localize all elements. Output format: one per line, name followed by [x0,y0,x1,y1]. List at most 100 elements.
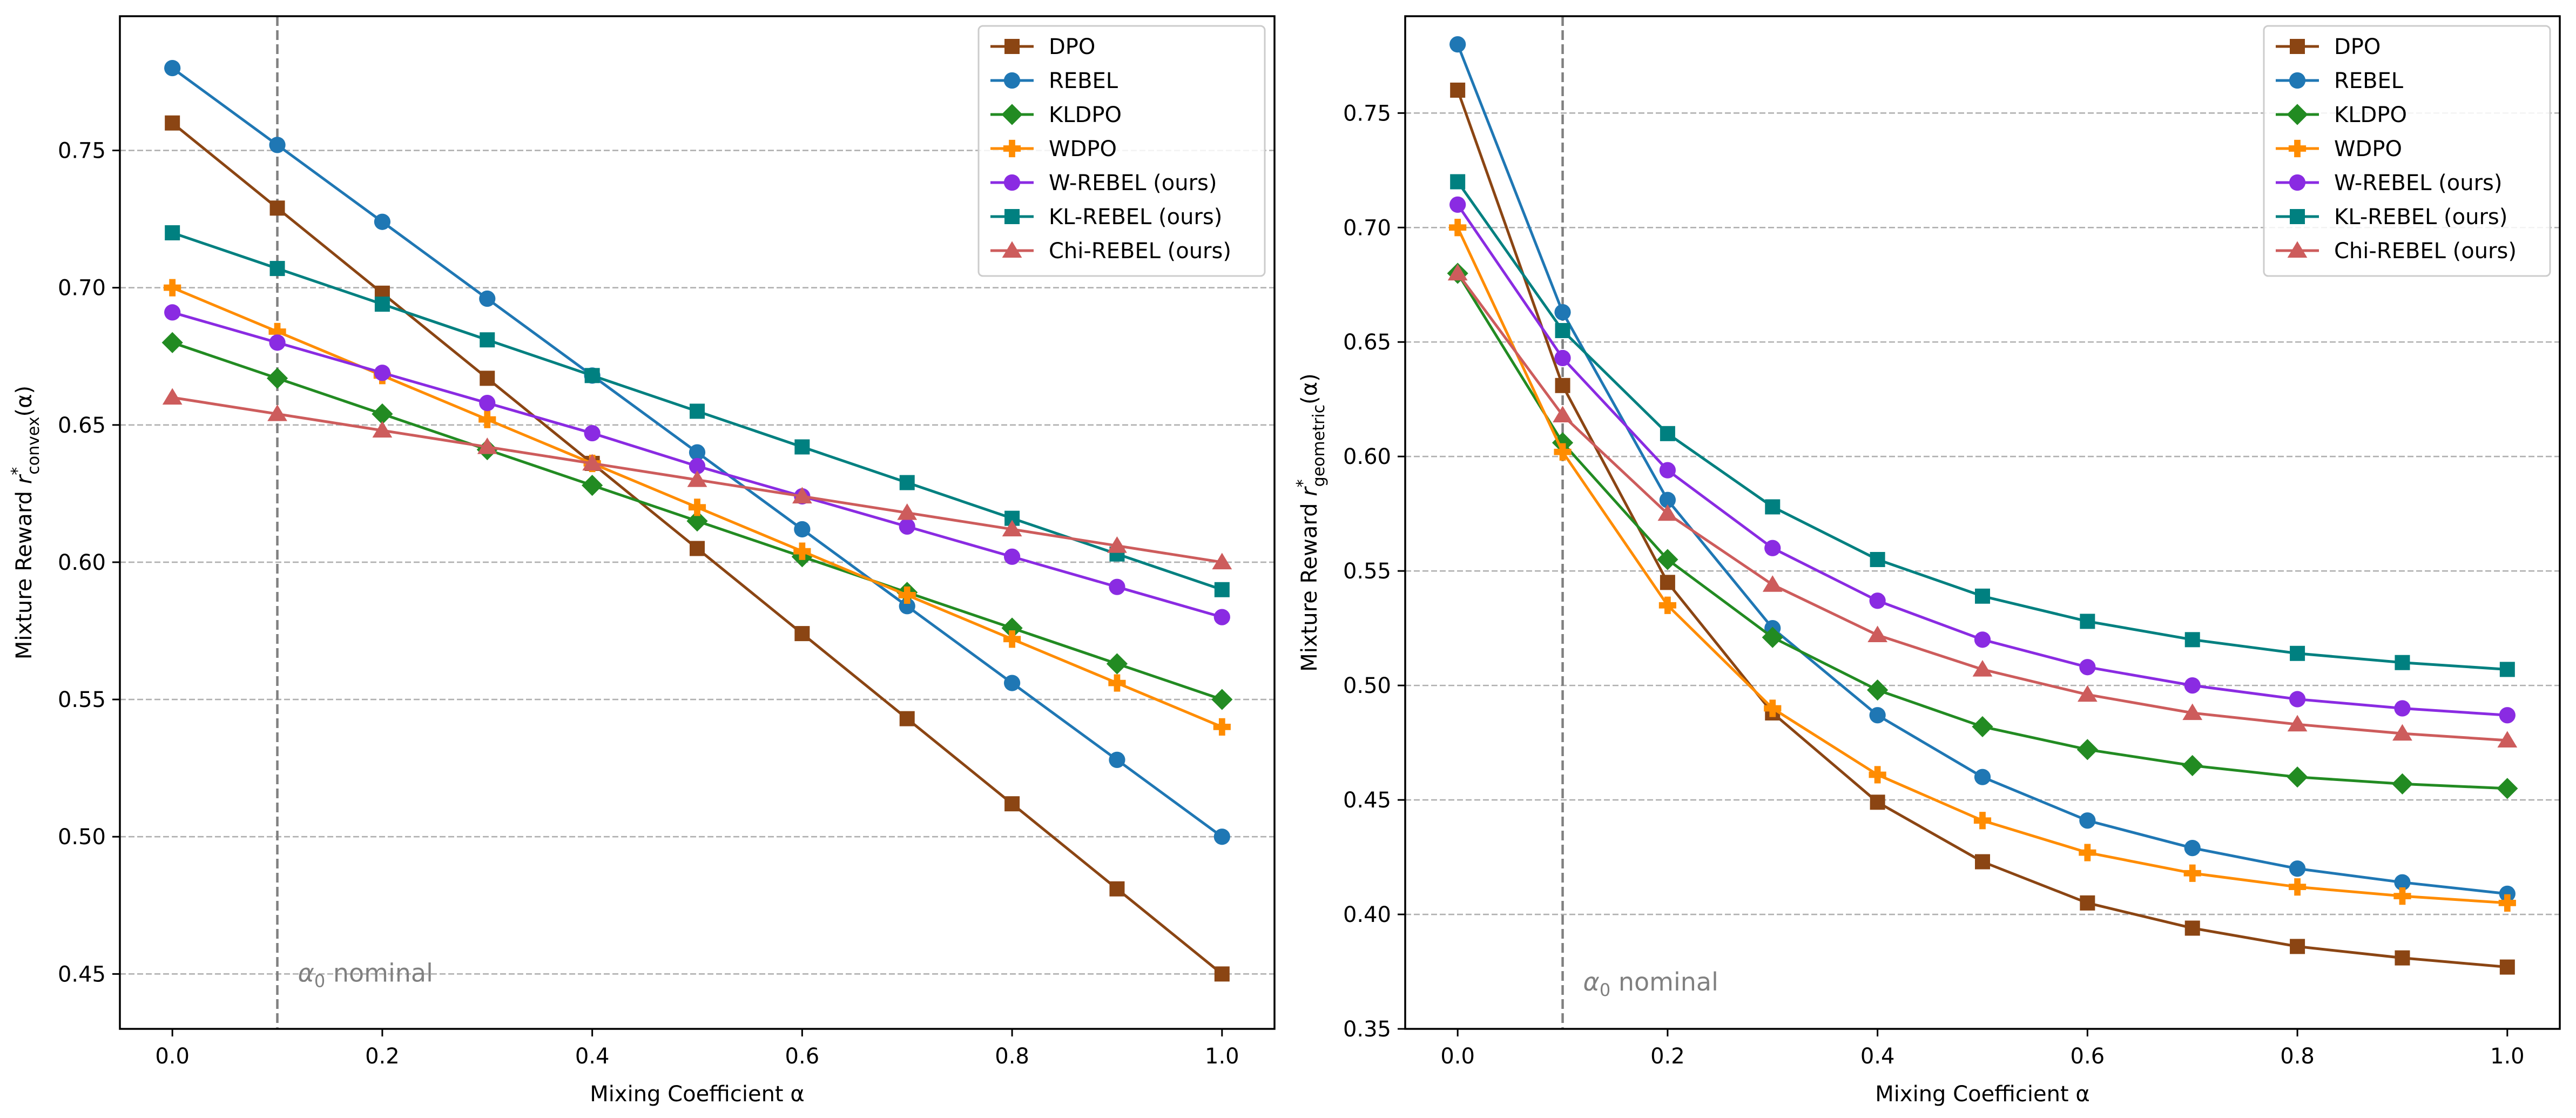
data-point [2499,662,2515,677]
y-tick-label: 0.45 [58,962,106,987]
y-axis-ticks: 0.45 0.50 0.55 0.60 0.65 0.70 0.75 [58,139,120,987]
nominal-alpha-annotation: α0 nominal [1583,967,1718,1000]
y-tick-label: 0.75 [1343,101,1391,126]
data-point [1659,462,1676,479]
legend-item-w-rebel-ours: W-REBEL (ours) [2276,171,2502,196]
data-point [372,421,393,438]
data-point [161,332,183,353]
data-point [1974,769,1991,785]
data-point [2079,659,2096,676]
data-point [478,410,496,428]
data-point [1003,548,1021,565]
x-tick-label: 0.4 [1860,1044,1895,1069]
x-tick-label: 0.2 [365,1044,400,1069]
data-point [2391,773,2413,795]
convex-reward-chart: 0.0 0.2 0.4 0.6 0.8 1.0 0.450.500.550.600.650… [8,15,1276,1107]
y-tick-label: 0.65 [1343,330,1391,355]
data-point [1109,881,1125,897]
legend-marker [2287,241,2308,258]
data-point [1447,264,1468,281]
data-point [1660,426,1675,441]
data-point [1109,578,1125,595]
data-point [1867,679,1889,701]
legend-label: DPO [2334,35,2381,59]
y-tick-label: 0.50 [58,825,106,850]
legend-item-chi-rebel-ours: Chi-REBEL (ours) [990,239,1231,264]
legend-marker [2289,72,2306,89]
data-point [374,297,390,312]
y-axis-label: Mixture Reward r*geometric(α) [1293,373,1329,671]
data-point [480,371,495,386]
legend-item-kl-rebel-ours: KL-REBEL (ours) [990,205,1222,230]
data-point [1762,575,1783,592]
data-point [1107,536,1127,553]
data-point [687,470,707,487]
data-point [1449,219,1467,237]
data-point [1002,520,1022,537]
x-axis-ticks: 0.0 0.2 0.4 0.6 0.8 1.0 [1440,1029,2525,1069]
legend-label: REBEL [1049,69,1118,93]
legend-item-kl-rebel-ours: KL-REBEL (ours) [2276,205,2507,230]
data-point [269,261,285,277]
series-chi-rebel-ours [1447,264,2518,747]
data-point [1660,575,1675,590]
legend-item-kldpo: KLDPO [2276,103,2407,127]
y-tick-label: 0.35 [1343,1017,1391,1042]
legend-box [2263,25,2551,277]
data-point [164,279,181,297]
data-point [2392,724,2412,741]
data-point [1867,625,1888,642]
series-rebel [1449,36,2516,903]
data-point [1003,675,1021,691]
legend-item-dpo: DPO [2276,35,2381,59]
legend-item-chi-rebel-ours: Chi-REBEL (ours) [2276,239,2517,264]
legend-marker [2290,39,2305,54]
y-tick-label: 0.60 [1343,444,1391,469]
data-point [1003,630,1021,648]
data-point [268,322,286,341]
data-point [1972,716,1993,738]
data-point [1975,854,1990,870]
legend-marker [1003,139,1021,158]
data-point [1869,707,1886,724]
data-point [899,711,915,726]
data-point [897,503,918,520]
data-point [2499,959,2515,975]
data-point [1762,627,1783,648]
nominal-alpha-annotation: α0 nominal [298,958,433,991]
plot-frame [119,15,1276,1030]
data-point [2076,739,2098,760]
legend-marker [1003,72,1021,89]
data-point [2497,778,2518,799]
data-point [690,403,705,419]
data-point [793,542,811,560]
legend-item-kldpo: KLDPO [990,103,1122,127]
data-point [686,510,708,532]
geometric-reward-chart: 0.0 0.2 0.4 0.6 0.8 1.0 0.350.400.450.500.550… [1293,15,2561,1107]
data-point [2289,691,2306,708]
legend-label: W-REBEL (ours) [2334,171,2502,196]
x-axis-label: Mixing Coefficient α [1875,1082,2089,1107]
data-point [1657,504,1678,521]
data-point [2080,895,2095,911]
legend-marker [2288,139,2307,158]
y-tick-label: 0.65 [58,413,106,438]
data-point [2184,839,2201,857]
data-point [1106,653,1128,675]
legend: DPO REBEL KLDPO WDPO W-REBEL (ours) KL-REBEL … [2263,25,2551,277]
data-point [2184,920,2200,936]
data-point [1004,796,1020,812]
data-point [479,395,496,412]
data-point [372,403,393,425]
data-point [1764,699,1782,717]
series-dpo [165,115,1230,982]
legend-label: KLDPO [2334,103,2407,127]
series-chi-rebel-ours [162,388,1232,570]
x-axis-label: Mixing Coefficient α [590,1082,804,1107]
data-point [2288,878,2307,896]
data-point [689,457,706,475]
data-point [899,598,915,615]
data-point [2497,731,2518,747]
data-point [1658,596,1677,614]
data-point [1108,674,1126,692]
